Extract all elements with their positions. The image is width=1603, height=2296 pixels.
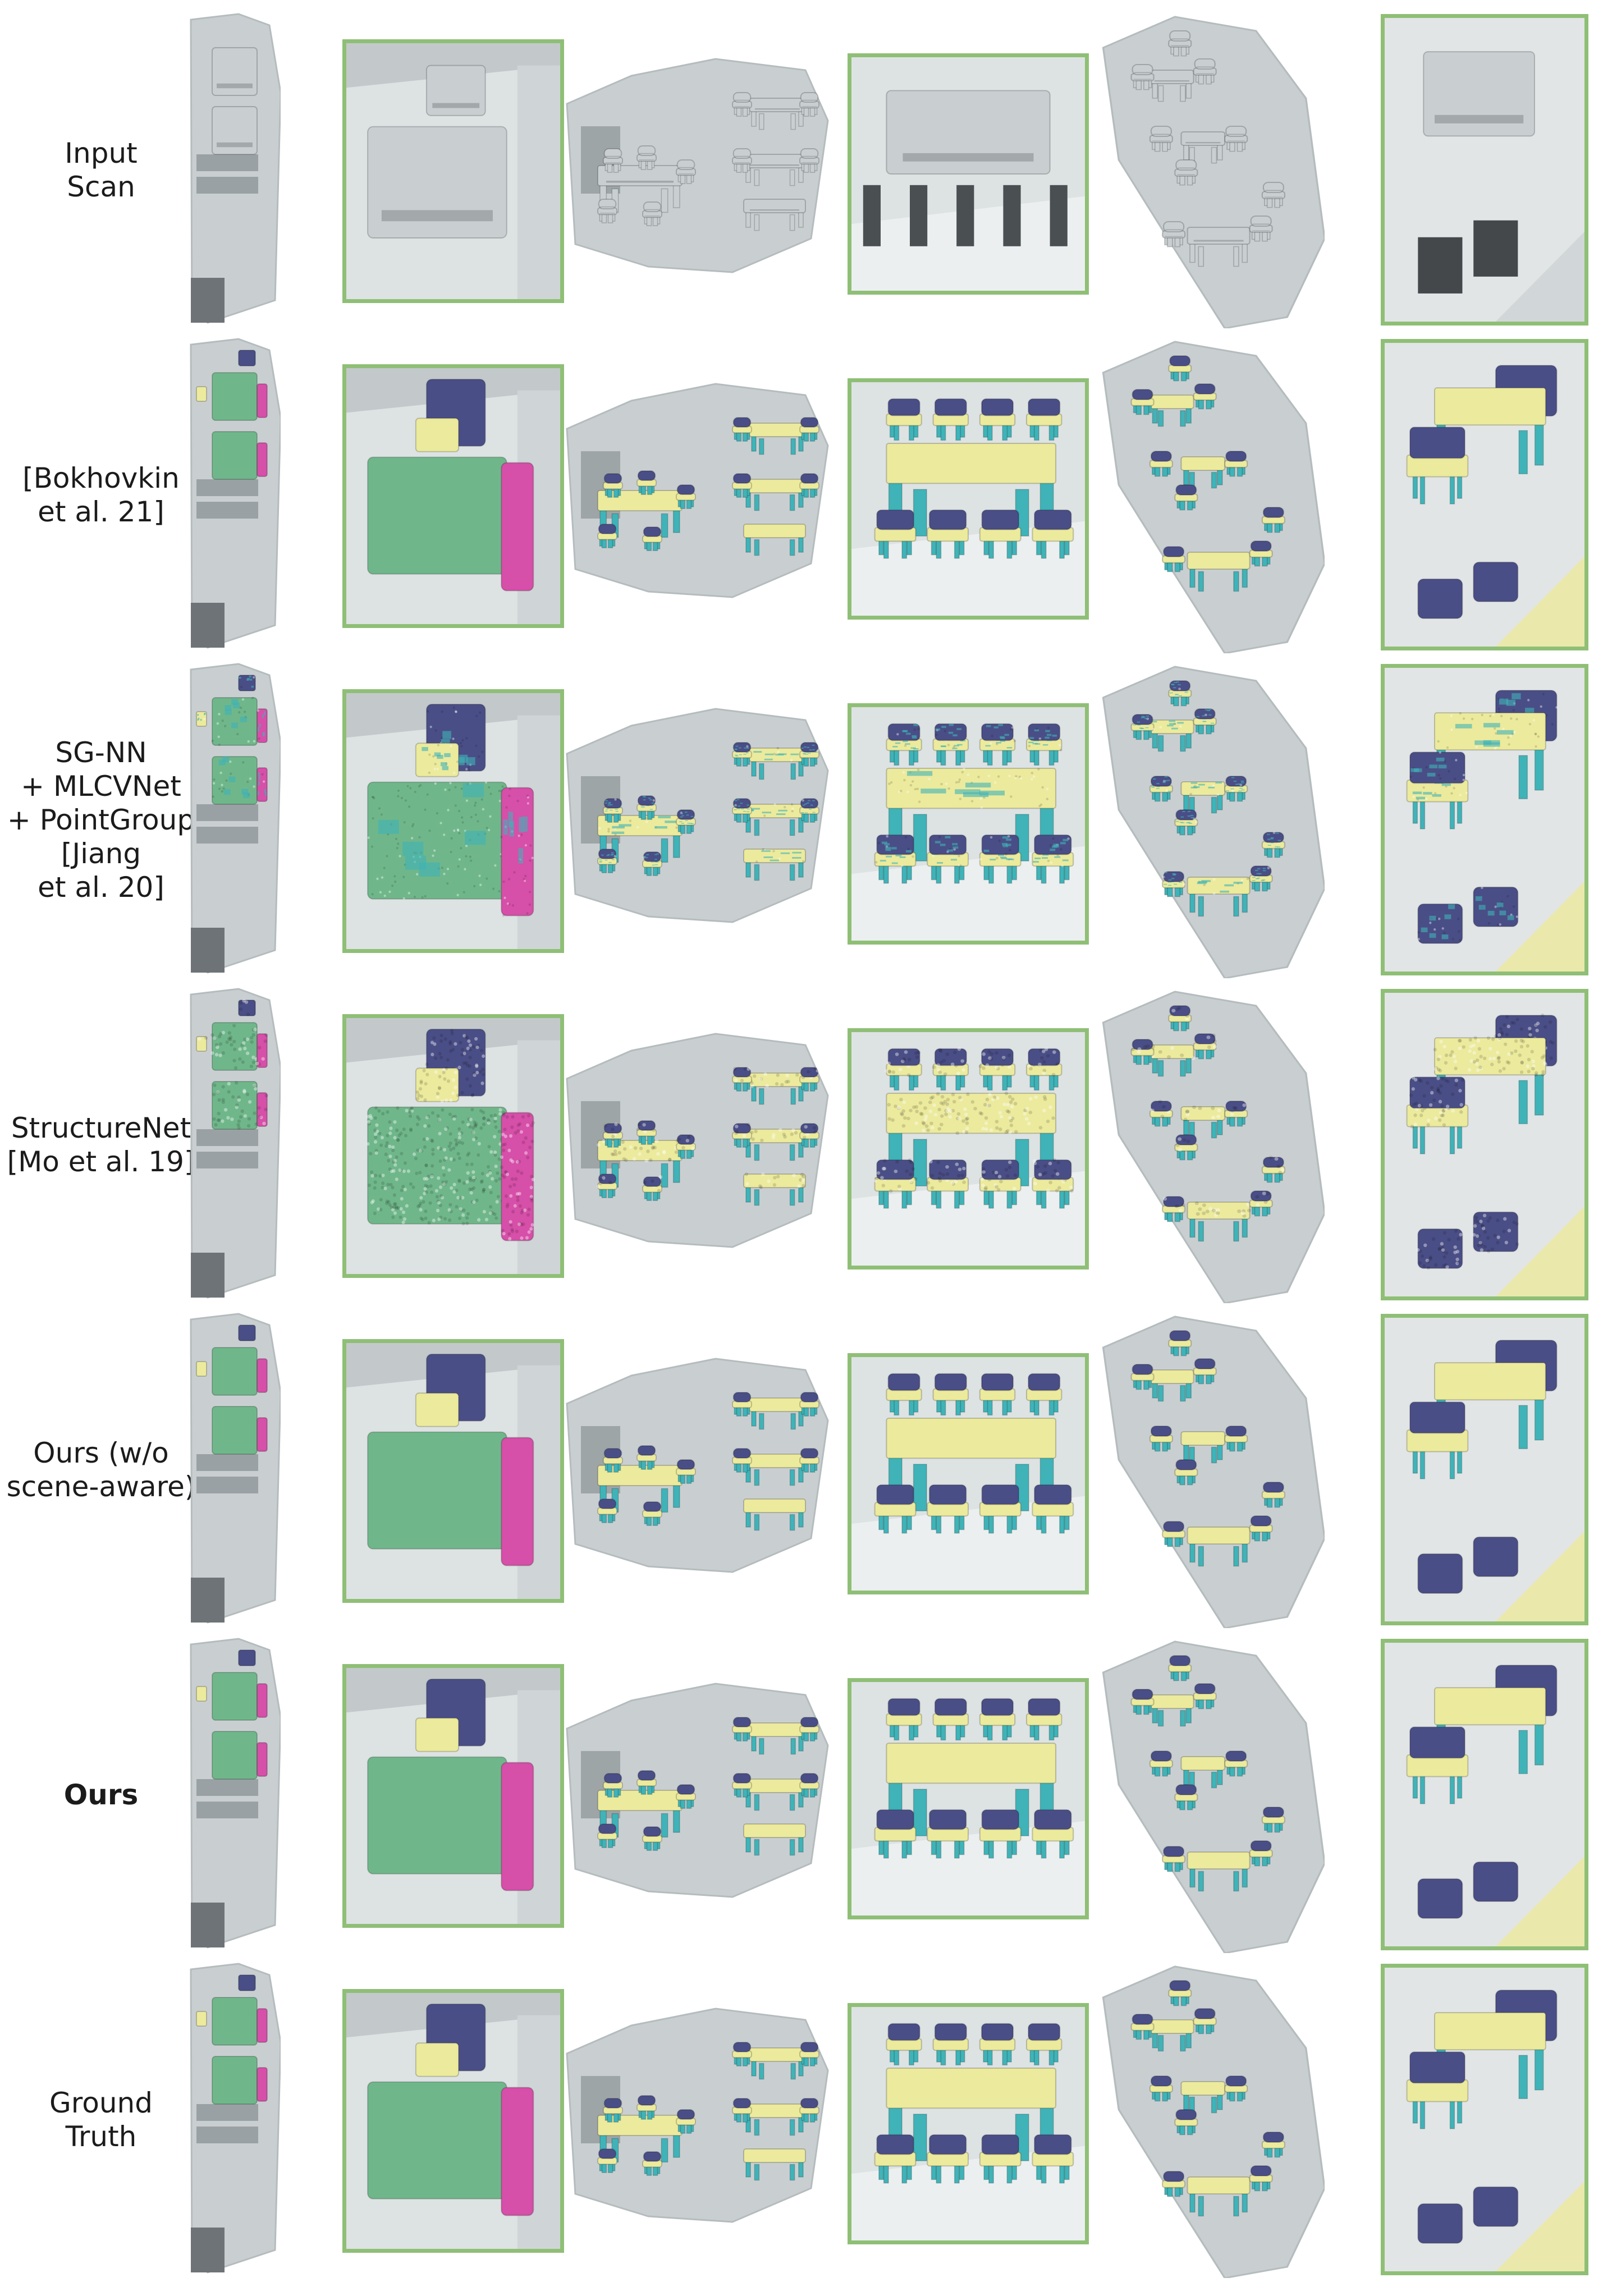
bedroom-overview-render <box>185 658 281 975</box>
dining-overview-2-panel <box>1100 1314 1325 1628</box>
dining-overview-render <box>564 1678 833 1903</box>
table-zoom-render <box>1385 343 1584 647</box>
table-zoom-panel <box>1381 14 1588 326</box>
table-zoom-panel <box>1381 1964 1588 2275</box>
dining-overview-render <box>564 378 833 603</box>
bedroom-overview-render <box>185 333 281 650</box>
dining-overview-panel <box>564 53 833 278</box>
row-label: Ours <box>0 1633 202 1956</box>
row-label: SG-NN + MLCVNet + PointGroup [Jiang et a… <box>0 658 202 981</box>
table-zoom-render <box>1385 1643 1584 1946</box>
bedroom-zoom-render <box>346 43 560 299</box>
table-zoom-render <box>1385 1318 1584 1621</box>
dining-zoom-render <box>851 382 1085 616</box>
table-zoom-panel <box>1381 989 1588 1300</box>
bedroom-zoom-render <box>346 368 560 624</box>
bedroom-overview-panel <box>185 333 281 650</box>
row-structurenet: StructureNet [Mo et al. 19] <box>0 983 1603 1306</box>
bedroom-overview-render <box>185 1308 281 1625</box>
row-bokhovkin: [Bokhovkin et al. 21] <box>0 333 1603 656</box>
dining-overview-panel <box>564 1028 833 1253</box>
dining-overview-2-render <box>1100 664 1325 978</box>
dining-zoom-panel <box>848 53 1089 295</box>
row-label: Ground Truth <box>0 1958 202 2281</box>
table-zoom-render <box>1385 993 1584 1296</box>
bedroom-zoom-render <box>346 693 560 949</box>
bedroom-zoom-panel <box>342 364 564 628</box>
dining-zoom-render <box>851 707 1085 941</box>
table-zoom-render <box>1385 18 1584 322</box>
row-ours-wo-scene-aware: Ours (w/o scene-aware) <box>0 1308 1603 1631</box>
table-zoom-panel <box>1381 1639 1588 1950</box>
row-input-scan: Input Scan <box>0 8 1603 331</box>
bedroom-overview-panel <box>185 8 281 326</box>
bedroom-overview-panel <box>185 983 281 1300</box>
dining-overview-2-render <box>1100 1314 1325 1628</box>
dining-overview-render <box>564 1353 833 1578</box>
dining-overview-2-render <box>1100 1964 1325 2278</box>
bedroom-zoom-panel <box>342 1014 564 1278</box>
dining-zoom-panel <box>848 1678 1089 1919</box>
table-zoom-panel <box>1381 339 1588 650</box>
dining-overview-2-panel <box>1100 664 1325 978</box>
row-label: StructureNet [Mo et al. 19] <box>0 983 202 1306</box>
bedroom-zoom-panel <box>342 1664 564 1928</box>
dining-overview-render <box>564 2003 833 2228</box>
dining-overview-render <box>564 53 833 278</box>
bedroom-zoom-render <box>346 1993 560 2249</box>
bedroom-overview-panel <box>185 1958 281 2275</box>
dining-overview-2-render <box>1100 989 1325 1303</box>
dining-zoom-render <box>851 1682 1085 1915</box>
dining-zoom-render <box>851 2007 1085 2240</box>
dining-overview-panel <box>564 1678 833 1903</box>
table-zoom-render <box>1385 1968 1584 2271</box>
bedroom-zoom-panel <box>342 689 564 953</box>
dining-overview-2-panel <box>1100 14 1325 328</box>
bedroom-zoom-panel <box>342 1989 564 2253</box>
bedroom-zoom-render <box>346 1668 560 1924</box>
dining-overview-panel <box>564 2003 833 2228</box>
row-label: Input Scan <box>0 8 202 331</box>
dining-overview-render <box>564 1028 833 1253</box>
dining-zoom-render <box>851 1032 1085 1266</box>
row-sgnn-mlcvnet-pointgroup: SG-NN + MLCVNet + PointGroup [Jiang et a… <box>0 658 1603 981</box>
dining-overview-2-render <box>1100 339 1325 653</box>
row-ours: Ours <box>0 1633 1603 1956</box>
dining-overview-2-render <box>1100 1639 1325 1953</box>
dining-zoom-panel <box>848 2003 1089 2244</box>
bedroom-zoom-render <box>346 1018 560 1274</box>
bedroom-overview-render <box>185 1633 281 1950</box>
bedroom-overview-render <box>185 983 281 1300</box>
dining-overview-panel <box>564 703 833 928</box>
bedroom-overview-panel <box>185 1633 281 1950</box>
row-label: [Bokhovkin et al. 21] <box>0 333 202 656</box>
dining-overview-2-panel <box>1100 1639 1325 1953</box>
dining-zoom-panel <box>848 378 1089 620</box>
bedroom-zoom-render <box>346 1343 560 1599</box>
dining-zoom-render <box>851 57 1085 291</box>
bedroom-zoom-panel <box>342 39 564 303</box>
dining-zoom-panel <box>848 703 1089 945</box>
bedroom-overview-panel <box>185 1308 281 1625</box>
dining-zoom-render <box>851 1357 1085 1591</box>
dining-overview-2-panel <box>1100 339 1325 653</box>
dining-overview-panel <box>564 1353 833 1578</box>
bedroom-overview-render <box>185 1958 281 2275</box>
row-label: Ours (w/o scene-aware) <box>0 1308 202 1631</box>
dining-overview-render <box>564 703 833 928</box>
table-zoom-panel <box>1381 664 1588 975</box>
dining-zoom-panel <box>848 1028 1089 1270</box>
row-ground-truth: Ground Truth <box>0 1958 1603 2281</box>
dining-overview-2-render <box>1100 14 1325 328</box>
dining-zoom-panel <box>848 1353 1089 1594</box>
bedroom-overview-render <box>185 8 281 326</box>
bedroom-overview-panel <box>185 658 281 975</box>
dining-overview-2-panel <box>1100 989 1325 1303</box>
table-zoom-panel <box>1381 1314 1588 1625</box>
dining-overview-2-panel <box>1100 1964 1325 2278</box>
table-zoom-render <box>1385 668 1584 971</box>
bedroom-zoom-panel <box>342 1339 564 1603</box>
dining-overview-panel <box>564 378 833 603</box>
